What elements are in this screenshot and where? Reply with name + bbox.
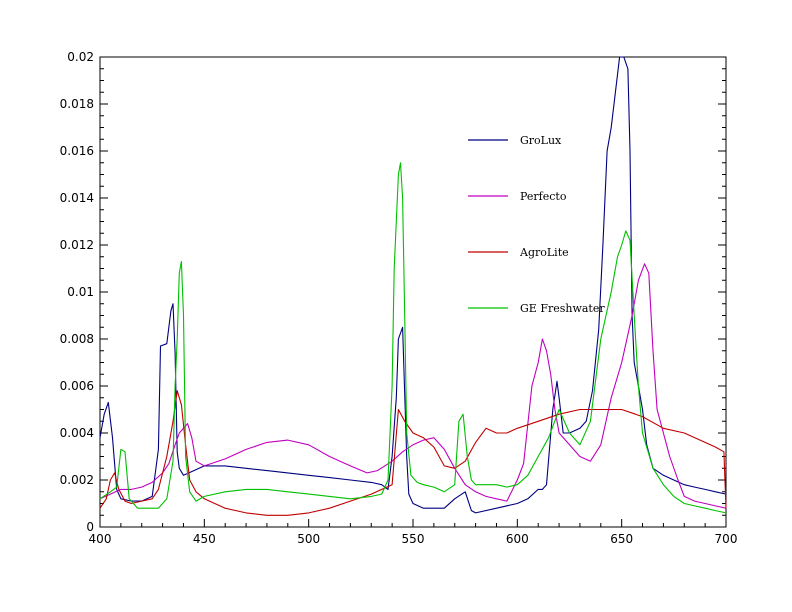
y-tick-label: 0 <box>86 520 94 534</box>
y-tick-label: 0.01 <box>67 285 94 299</box>
x-tick-label: 650 <box>610 532 633 546</box>
legend-label: AgroLite <box>519 246 569 259</box>
y-tick-label: 0.008 <box>60 332 94 346</box>
y-tick-label: 0.004 <box>60 426 94 440</box>
x-tick-label: 450 <box>193 532 216 546</box>
series-line-agrolite <box>99 390 727 516</box>
y-axis: 0 0.002 0.004 0.006 0.008 0.01 0.012 0.014 0.016… <box>60 50 726 534</box>
x-tick-label: 550 <box>402 532 425 546</box>
x-axis: 400 450 500 550 600 650 700 <box>89 519 738 546</box>
y-tick-label: 0.012 <box>60 238 94 252</box>
y-tick-label: 0.018 <box>60 97 94 111</box>
series-line-grolux <box>99 56 727 514</box>
legend-label: GroLux <box>520 134 562 147</box>
y-tick-label: 0.014 <box>60 191 94 205</box>
legend: GroLux Perfecto AgroLite GE Freshwater <box>468 134 605 315</box>
series-line-ge-freshwater <box>99 162 727 514</box>
series-lines <box>99 56 727 516</box>
y-tick-label: 0.02 <box>67 50 94 64</box>
legend-label: GE Freshwater <box>520 302 605 315</box>
y-tick-label: 0.006 <box>60 379 94 393</box>
x-tick-label: 400 <box>89 532 112 546</box>
legend-label: Perfecto <box>520 190 567 203</box>
x-tick-label: 700 <box>715 532 738 546</box>
x-tick-label: 500 <box>297 532 320 546</box>
y-tick-label: 0.002 <box>60 473 94 487</box>
x-tick-label: 600 <box>506 532 529 546</box>
series-line-perfecto <box>99 263 727 509</box>
y-tick-label: 0.016 <box>60 144 94 158</box>
